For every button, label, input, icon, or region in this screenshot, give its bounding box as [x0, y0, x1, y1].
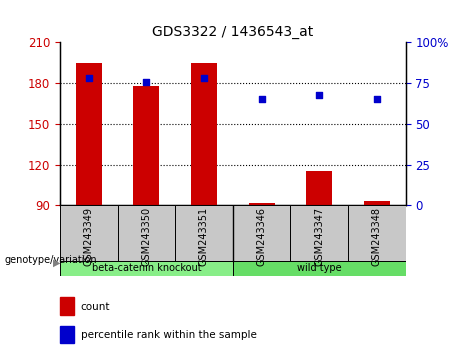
Text: GSM243351: GSM243351: [199, 207, 209, 266]
Text: GSM243346: GSM243346: [257, 207, 266, 266]
Title: GDS3322 / 1436543_at: GDS3322 / 1436543_at: [152, 25, 313, 39]
Point: [142, 79, 150, 84]
Bar: [290, 205, 348, 261]
Bar: [60, 205, 118, 261]
Text: percentile rank within the sample: percentile rank within the sample: [81, 330, 257, 340]
Text: GSM243348: GSM243348: [372, 207, 382, 266]
Bar: [348, 205, 406, 261]
Point: [200, 75, 207, 81]
Bar: [60, 261, 233, 276]
Text: wild type: wild type: [297, 263, 342, 273]
Point: [85, 75, 92, 81]
Bar: [175, 205, 233, 261]
Bar: [76, 63, 102, 205]
Text: beta-catenin knockout: beta-catenin knockout: [92, 263, 201, 273]
Bar: [364, 201, 390, 205]
Bar: [306, 171, 332, 205]
Bar: [118, 205, 175, 261]
Bar: [233, 261, 406, 276]
Text: count: count: [81, 302, 110, 312]
Point: [315, 92, 323, 97]
Bar: [191, 63, 217, 205]
Point: [373, 97, 381, 102]
Text: ▶: ▶: [53, 258, 60, 268]
Text: GSM243349: GSM243349: [84, 207, 94, 266]
Bar: [233, 205, 290, 261]
Bar: [60, 297, 74, 315]
Bar: [133, 86, 160, 205]
Point: [258, 97, 266, 102]
Text: GSM243350: GSM243350: [142, 207, 151, 266]
Text: genotype/variation: genotype/variation: [5, 255, 97, 265]
Bar: [248, 202, 275, 205]
Text: GSM243347: GSM243347: [314, 207, 324, 266]
Bar: [60, 326, 74, 343]
